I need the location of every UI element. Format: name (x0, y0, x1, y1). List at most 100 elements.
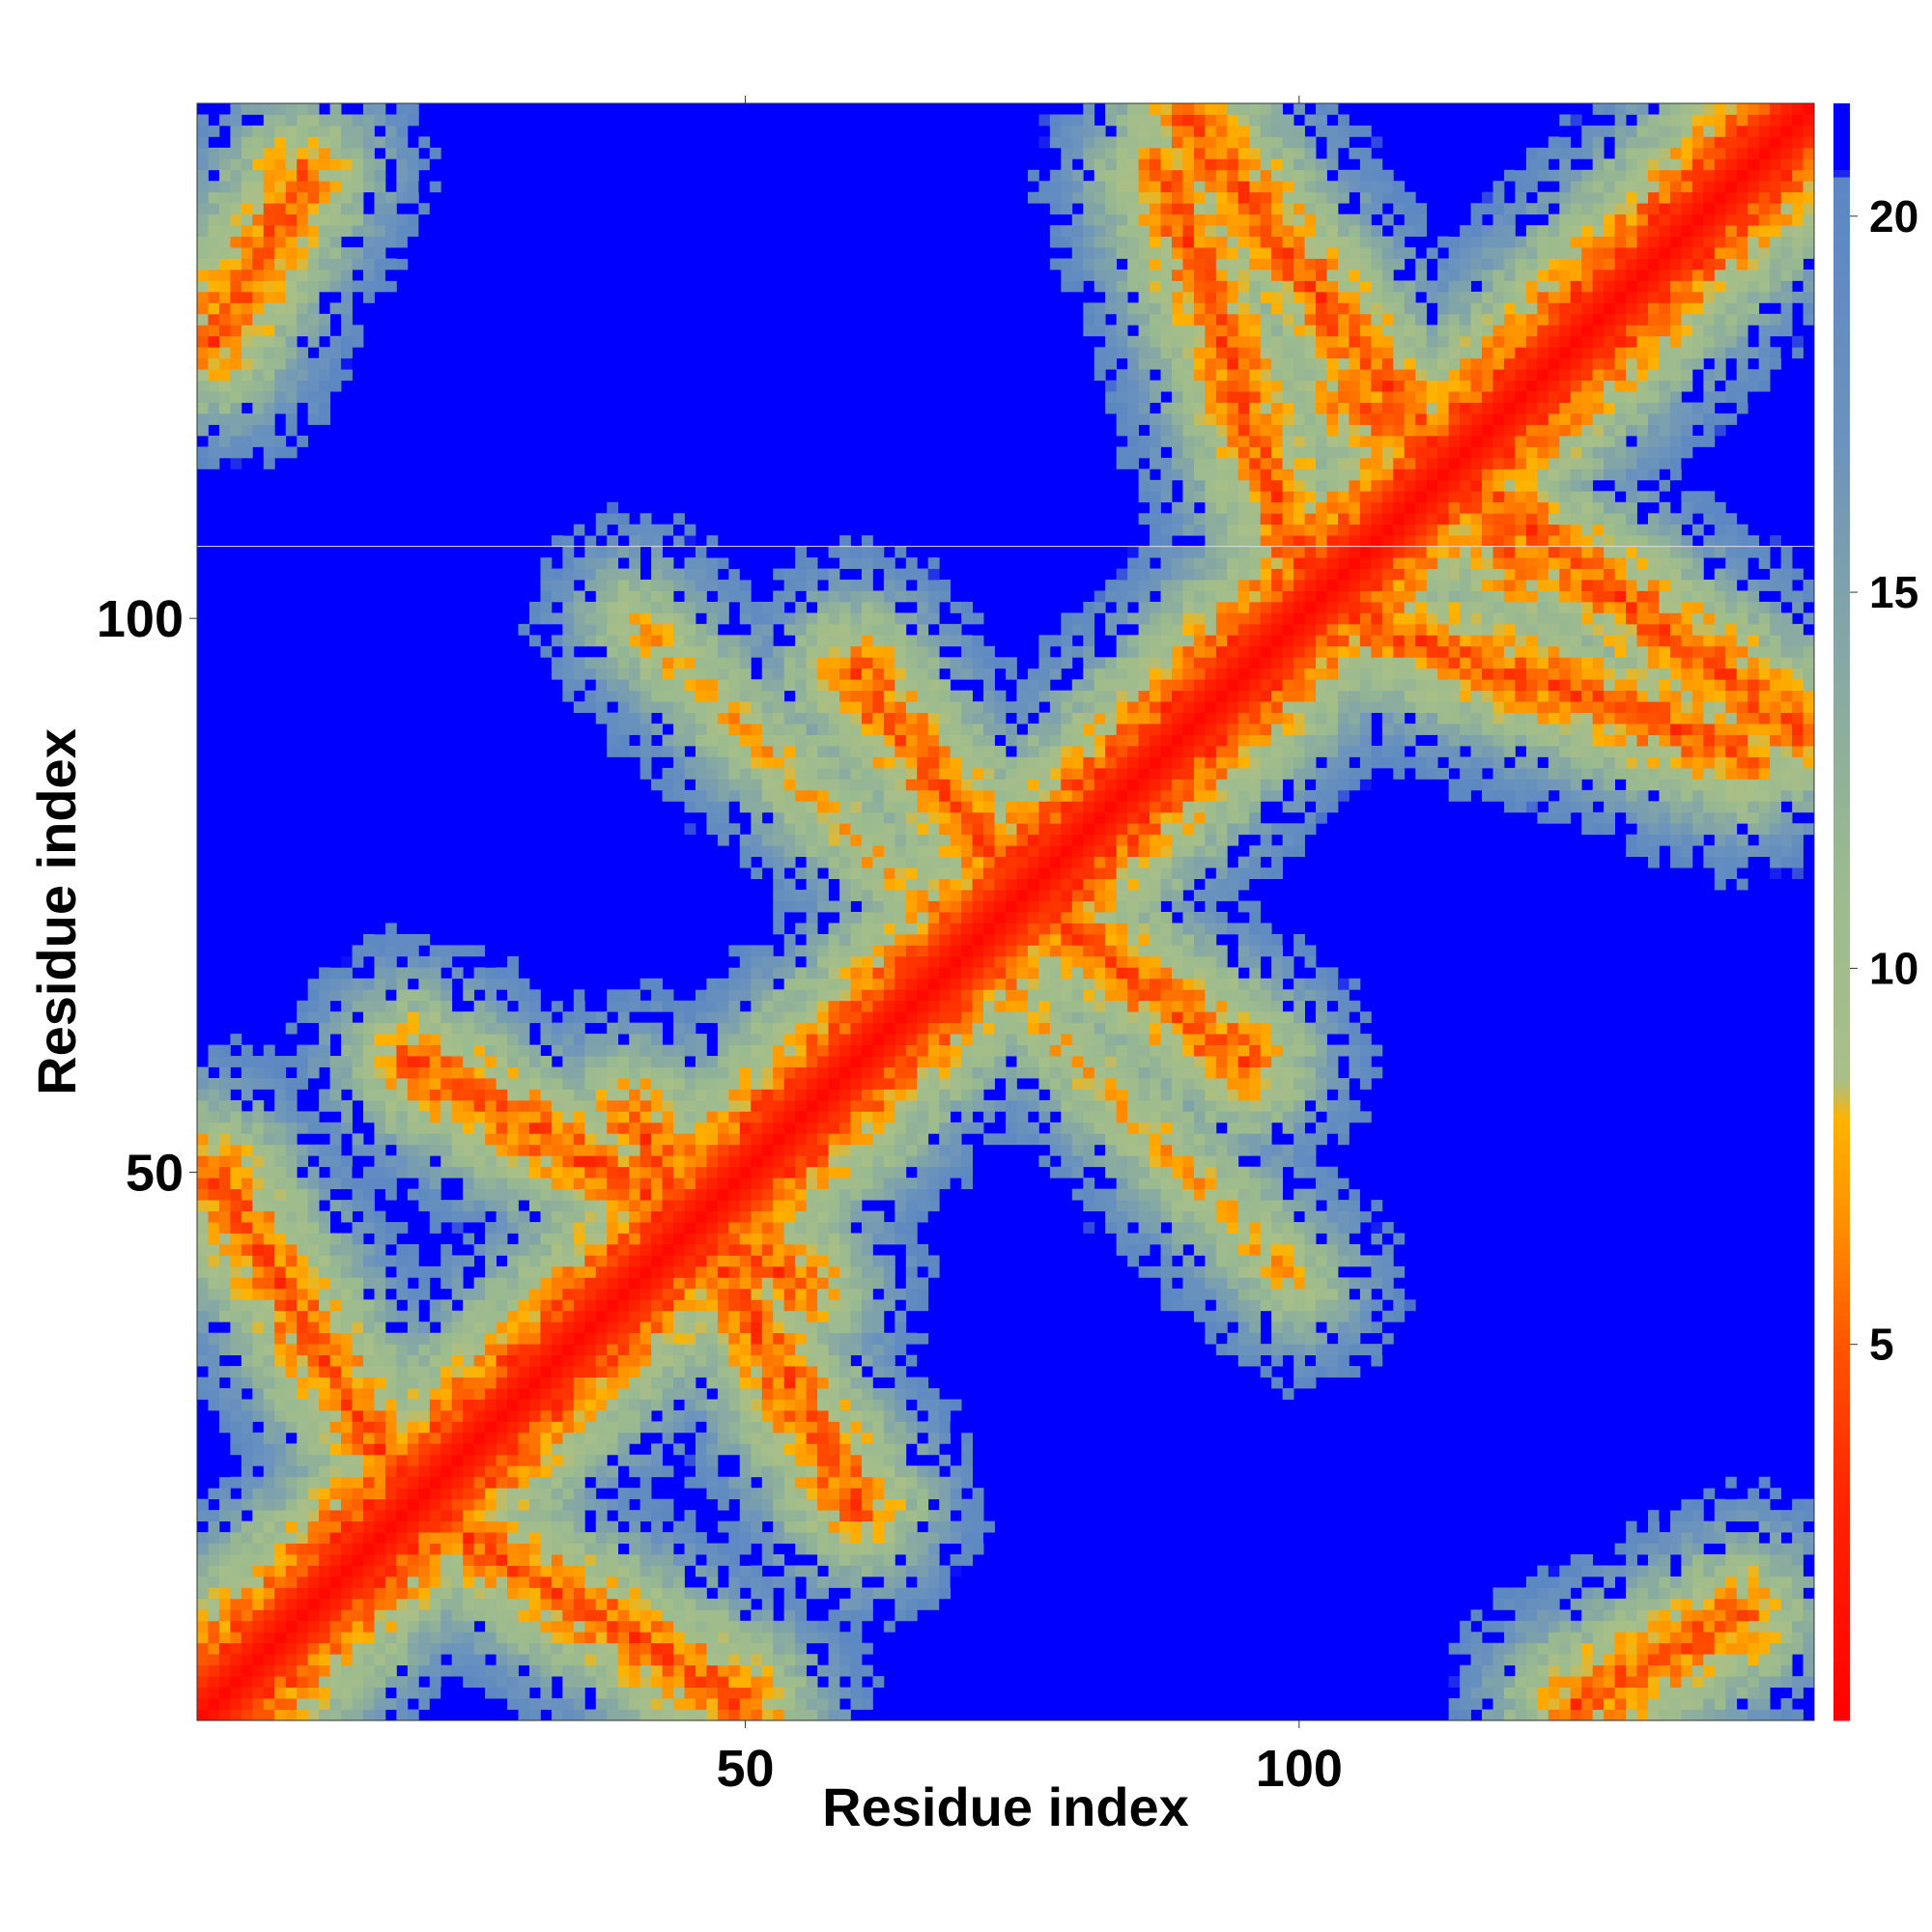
heatmap-cell (197, 391, 209, 403)
heatmap-cell (263, 1288, 275, 1300)
heatmap-cell (329, 357, 342, 370)
heatmap-cell (783, 1233, 796, 1245)
heatmap-cell (263, 1664, 275, 1677)
heatmap-cell (451, 1354, 464, 1367)
heatmap-cell (773, 1265, 785, 1278)
heatmap-cell (418, 1543, 431, 1555)
heatmap-cell (872, 1510, 885, 1522)
heatmap-cell (584, 1099, 597, 1112)
heatmap-cell (396, 1366, 409, 1378)
heatmap-cell (341, 213, 353, 226)
heatmap-cell (374, 1632, 386, 1644)
heatmap-cell (607, 1222, 619, 1245)
heatmap-cell (218, 1488, 231, 1500)
heatmap-cell (274, 1520, 287, 1533)
heatmap-cell (241, 1498, 253, 1511)
heatmap-cell (562, 1510, 575, 1522)
heatmap-cell (241, 424, 253, 437)
heatmap-cell (562, 1709, 575, 1721)
heatmap-cell (218, 1155, 231, 1168)
heatmap-cell (706, 1454, 719, 1466)
heatmap-cell (584, 1056, 597, 1067)
heatmap-cell (297, 1454, 309, 1466)
heatmap-cell (341, 280, 353, 293)
heatmap-cell (706, 789, 719, 802)
heatmap-cell (252, 1111, 265, 1123)
heatmap-cell (828, 1443, 840, 1456)
heatmap-cell (319, 114, 330, 127)
heatmap-cell (329, 1543, 342, 1555)
heatmap-cell (662, 1421, 674, 1434)
heatmap-cell (739, 1056, 752, 1067)
heatmap-cell (329, 1366, 342, 1378)
heatmap-cell (861, 734, 873, 747)
heatmap-cell (761, 679, 774, 692)
heatmap-cell (384, 136, 397, 149)
heatmap-cell (274, 1687, 287, 1699)
heatmap-cell (783, 1510, 796, 1522)
heatmap-cell (695, 601, 707, 613)
heatmap-cell (218, 380, 231, 392)
heatmap-cell (384, 1332, 397, 1345)
heatmap-cell (728, 1155, 741, 1168)
heatmap-cell (496, 1687, 508, 1699)
heatmap-cell (651, 779, 663, 791)
heatmap-cell (362, 1178, 375, 1190)
heatmap-cell (418, 1421, 431, 1434)
heatmap-cell (418, 1598, 431, 1610)
heatmap-cell (440, 1465, 453, 1478)
heatmap-cell (684, 645, 696, 658)
heatmap-cell (473, 1532, 486, 1544)
heatmap-cell (783, 1321, 796, 1334)
heatmap-cell (872, 712, 885, 724)
heatmap-cell (352, 1310, 364, 1322)
heatmap-cell (595, 1454, 608, 1466)
heatmap-cell (407, 933, 419, 946)
heatmap-cell (540, 1488, 553, 1500)
heatmap-cell (485, 1498, 497, 1511)
heatmap-cell (418, 203, 431, 215)
heatmap-cell (573, 1166, 585, 1179)
heatmap-cell (839, 856, 851, 868)
heatmap-cell (573, 1077, 585, 1090)
heatmap-cell (761, 890, 774, 901)
heatmap-cell (806, 801, 818, 813)
heatmap-cell (872, 734, 885, 747)
heatmap-cell (507, 1332, 519, 1345)
heatmap-cell (429, 967, 441, 980)
heatmap-cell (795, 1609, 808, 1622)
heatmap-cell (429, 203, 441, 215)
heatmap-cell (573, 1044, 585, 1057)
heatmap-cell (651, 1598, 663, 1610)
heatmap-cell (418, 1388, 431, 1411)
heatmap-cell (263, 1332, 275, 1345)
heatmap-cell (850, 1332, 863, 1345)
heatmap-cell (263, 1443, 275, 1466)
heatmap-cell (651, 657, 663, 669)
heatmap-cell (263, 114, 275, 127)
heatmap-cell (817, 1399, 829, 1411)
heatmap-cell (573, 1321, 585, 1334)
heatmap-cell (374, 1222, 386, 1234)
heatmap-cell (208, 236, 220, 248)
heatmap-cell (429, 1178, 441, 1190)
heatmap-cell (706, 823, 719, 836)
heatmap-cell (850, 1066, 863, 1079)
heatmap-cell (584, 1709, 597, 1721)
heatmap-cell (773, 1409, 785, 1422)
heatmap-cell (839, 1277, 851, 1290)
heatmap-cell (717, 1543, 729, 1555)
heatmap-cell (806, 1222, 818, 1245)
heatmap-cell (263, 1277, 275, 1290)
heatmap-cell (374, 967, 386, 980)
heatmap-cell (717, 1299, 729, 1312)
heatmap-cell (684, 1620, 696, 1633)
heatmap-cell (651, 1044, 663, 1067)
heatmap-cell (551, 1664, 563, 1677)
heatmap-cell (274, 1200, 287, 1211)
heatmap-cell (197, 1200, 209, 1211)
heatmap-cell (839, 1654, 851, 1666)
heatmap-cell (407, 1520, 419, 1533)
heatmap-cell (717, 1044, 729, 1057)
heatmap-cell (828, 856, 840, 868)
